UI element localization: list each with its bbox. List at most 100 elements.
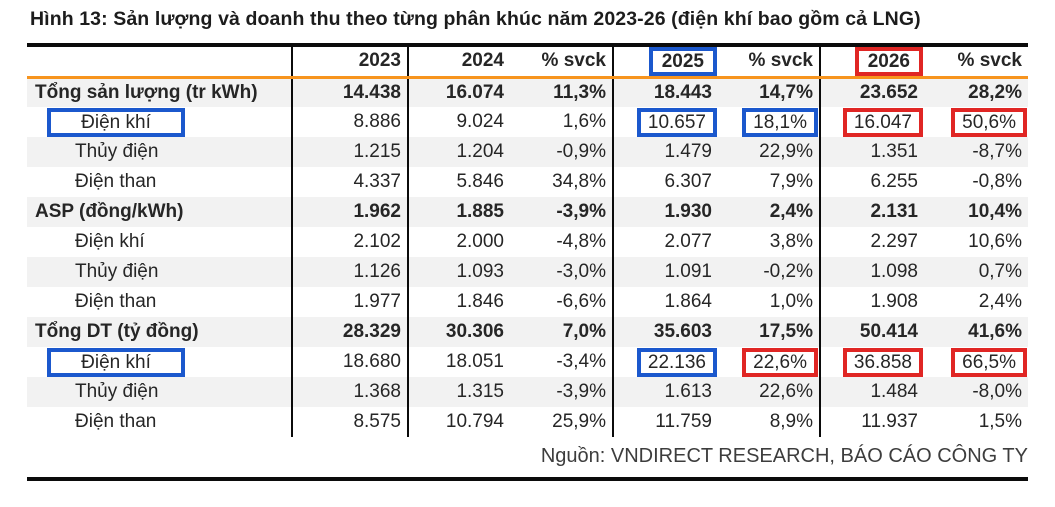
value-cell: 10.794 — [445, 411, 504, 433]
row-label: Điện khí — [27, 227, 293, 258]
value-cell: 2,4% — [718, 197, 821, 228]
value-cell: -0,9% — [510, 137, 614, 168]
value-cell: 41,6% — [968, 321, 1022, 343]
value-cell: 4.337 — [292, 167, 409, 198]
table-row: Thủy điện 1.368 1.315 -3,9% 1.613 22,6% 1.484 -… — [27, 377, 1028, 408]
value-cell: 10,6% — [968, 231, 1022, 253]
value-cell: 16.047 — [820, 107, 924, 137]
value-cell: 3,8% — [718, 227, 821, 258]
source-note: Nguồn: VNDIRECT RESEARCH, BÁO CÁO CÔNG T… — [540, 445, 1028, 468]
row-label: Thủy điện — [27, 377, 293, 408]
value-cell: 8.575 — [292, 407, 409, 438]
value-cell: -0,2% — [718, 257, 821, 288]
value-cell: 36.858 — [820, 347, 924, 377]
table-row: Điện than 8.575 10.794 25,9% 11.759 8,9% 11.93… — [27, 407, 1028, 438]
value-cell: 6.255 — [870, 171, 918, 193]
value-cell: 14,7% — [718, 77, 821, 108]
red-highlight-box: 50,6% — [951, 107, 1027, 137]
col-header-label — [27, 46, 293, 79]
red-highlight-box: 36.858 — [842, 347, 923, 377]
blue-highlight-box: Điện khí — [47, 347, 185, 377]
value-cell: 22,6% — [718, 347, 821, 378]
row-label: Điện than — [27, 167, 293, 198]
value-cell: 22,9% — [718, 137, 821, 168]
col-header-2023: 2023 — [292, 46, 409, 79]
blue-highlight-box: 10.657 — [636, 107, 717, 137]
col-header-svck: % svck — [510, 46, 614, 79]
value-cell: 50,6% — [924, 107, 1028, 137]
value-cell: 34,8% — [510, 167, 614, 198]
value-cell: -8,7% — [972, 141, 1022, 163]
value-cell: 1.351 — [870, 141, 918, 163]
table-row: Điện khí 2.102 2.000 -4,8% 2.077 3,8% 2.297 10,… — [27, 227, 1028, 258]
col-header-2025: 2025 — [613, 46, 718, 79]
value-cell: 50.414 — [859, 321, 918, 343]
value-cell: 10,4% — [968, 201, 1022, 223]
report-figure: Hình 13: Sản lượng và doanh thu theo từn… — [27, 8, 1028, 482]
table-row: Điện khí 8.886 9.024 1,6% 10.657 18,1% 16.047 5… — [27, 107, 1028, 138]
value-cell: 1.204 — [456, 141, 504, 163]
table-row: Thủy điện 1.126 1.093 -3,0% 1.091 -0,2% 1.098 0… — [27, 257, 1028, 288]
value-cell: 1.479 — [664, 141, 712, 163]
value-cell: 30.306 — [445, 321, 504, 343]
table-row: Điện khí 18.680 18.051 -3,4% 22.136 22,6% 36.8… — [27, 347, 1028, 378]
header-row: 2023 2024% svck 2025% svck 2026% svck — [27, 46, 1028, 79]
table-row: Tổng sản lượng (tr kWh) 14.438 16.074 11,3%… — [27, 77, 1028, 108]
value-cell: 22,6% — [718, 377, 821, 408]
table-row: Điện than 4.337 5.846 34,8% 6.307 7,9% 6.255 -0… — [27, 167, 1028, 198]
value-cell: 18.051 — [445, 351, 504, 373]
value-cell: 0,7% — [978, 261, 1022, 283]
value-cell: 18.443 — [653, 81, 712, 103]
blue-highlight-box: 18,1% — [742, 107, 818, 137]
value-cell: 17,5% — [718, 317, 821, 348]
col-header-2024: 2024 — [408, 46, 510, 79]
value-cell: -6,6% — [510, 287, 614, 318]
blue-highlight-box: 22.136 — [636, 347, 717, 377]
blue-highlight-box: 2025 — [648, 46, 717, 76]
row-label: Điện than — [27, 287, 293, 318]
table-row: ASP (đồng/kWh) 1.962 1.885 -3,9% 1.930 2,4% 2.… — [27, 197, 1028, 228]
red-highlight-box: 16.047 — [842, 107, 923, 137]
value-cell: 28,2% — [968, 81, 1022, 103]
red-highlight-box: 22,6% — [742, 347, 818, 377]
row-label: ASP (đồng/kWh) — [27, 197, 293, 228]
value-cell: 1.908 — [870, 291, 918, 313]
value-cell: 18,1% — [718, 107, 821, 138]
value-cell: 22.136 — [613, 347, 718, 377]
data-table-wrap: 2023 2024% svck 2025% svck 2026% svck Tổng … — [27, 42, 1028, 482]
row-label: Thủy điện — [27, 257, 293, 288]
value-cell: -4,8% — [510, 227, 614, 258]
value-cell: 1,0% — [718, 287, 821, 318]
value-cell: 1.098 — [870, 261, 918, 283]
value-cell: -3,4% — [510, 347, 614, 378]
value-cell: 11.759 — [655, 411, 712, 433]
row-label: Điện khí — [27, 347, 293, 378]
value-cell: 2,4% — [978, 291, 1022, 313]
col-header-svck: % svck — [924, 46, 1028, 79]
value-cell: 1.315 — [456, 381, 504, 403]
value-cell: 1.977 — [292, 287, 409, 318]
value-cell: 18.680 — [292, 347, 409, 378]
row-label: Tổng sản lượng (tr kWh) — [27, 77, 293, 108]
value-cell: 1.126 — [292, 257, 409, 288]
value-cell: 1.093 — [456, 261, 504, 283]
table-row: Điện than 1.977 1.846 -6,6% 1.864 1,0% 1.908 2,… — [27, 287, 1028, 318]
col-header-2026: 2026 — [820, 46, 924, 79]
value-cell: 5.846 — [456, 171, 504, 193]
value-cell: 1.930 — [664, 201, 712, 223]
value-cell: 1.484 — [870, 381, 918, 403]
value-cell: 1.091 — [664, 261, 712, 283]
figure-title: Hình 13: Sản lượng và doanh thu theo từn… — [30, 8, 921, 30]
value-cell: 2.077 — [664, 231, 712, 253]
value-cell: -3,9% — [510, 377, 614, 408]
red-highlight-box: 66,5% — [951, 347, 1027, 377]
data-table: 2023 2024% svck 2025% svck 2026% svck Tổng … — [27, 46, 1028, 438]
value-cell: 1,6% — [510, 107, 614, 138]
value-cell: 8,9% — [718, 407, 821, 438]
value-cell: 1.368 — [292, 377, 409, 408]
value-cell: 9.024 — [456, 111, 504, 133]
col-header-svck: % svck — [718, 46, 821, 79]
blue-highlight-box: Điện khí — [47, 107, 185, 137]
value-cell: 1,5% — [978, 411, 1022, 433]
value-cell: 2.131 — [870, 201, 918, 223]
